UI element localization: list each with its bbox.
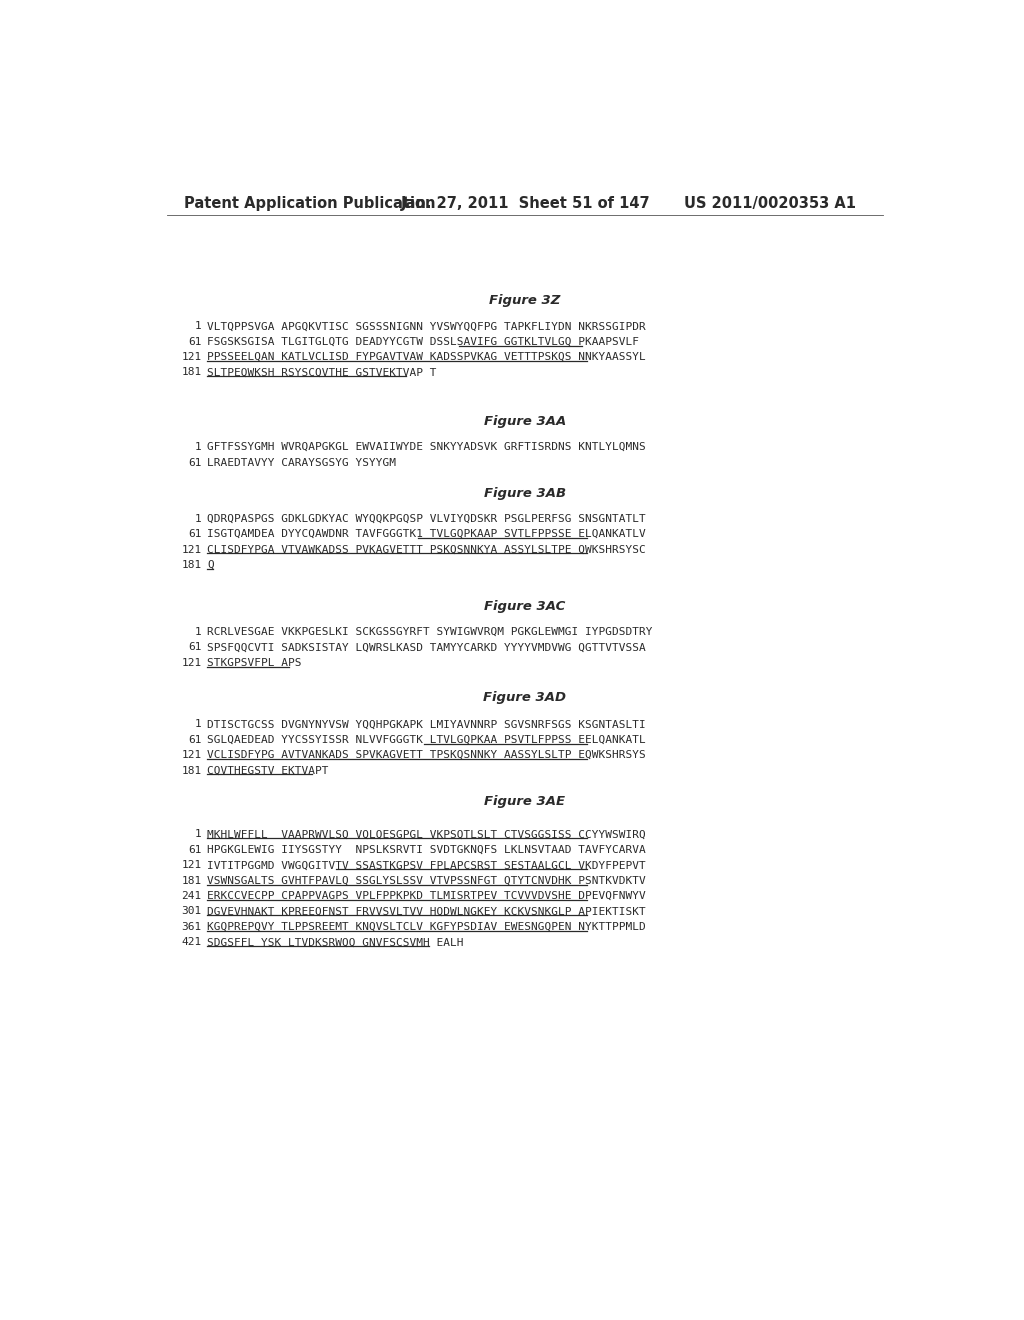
Text: CLISDFYPGA VTVAWKADSS PVKAGVETTT PSKQSNNKYA ASSYLSLTPE QWKSHRSYSC: CLISDFYPGA VTVAWKADSS PVKAGVETTT PSKQSNN… <box>207 545 646 554</box>
Text: 1: 1 <box>195 321 202 331</box>
Text: 181: 181 <box>181 875 202 886</box>
Text: Patent Application Publication: Patent Application Publication <box>183 195 435 211</box>
Text: 121: 121 <box>181 657 202 668</box>
Text: 1: 1 <box>195 829 202 840</box>
Text: 61: 61 <box>188 337 202 347</box>
Text: 181: 181 <box>181 766 202 776</box>
Text: PPSSEELQAN KATLVCLISD FYPGAVTVAW KADSSPVKAG VETTTPSKQS NNKYAASSYL: PPSSEELQAN KATLVCLISD FYPGAVTVAW KADSSPV… <box>207 352 646 362</box>
Text: 1: 1 <box>195 719 202 730</box>
Text: Figure 3AA: Figure 3AA <box>483 416 566 428</box>
Text: Jan. 27, 2011  Sheet 51 of 147: Jan. 27, 2011 Sheet 51 of 147 <box>400 195 650 211</box>
Text: 61: 61 <box>188 458 202 467</box>
Text: 361: 361 <box>181 921 202 932</box>
Text: 1: 1 <box>195 442 202 453</box>
Text: ISGTQAMDEA DYYCQAWDNR TAVFGGGTK1 TVLGQPKAAP SVTLFPPSSE ELQANKATLV: ISGTQAMDEA DYYCQAWDNR TAVFGGGTK1 TVLGQPK… <box>207 529 646 539</box>
Text: 61: 61 <box>188 643 202 652</box>
Text: HPGKGLEWIG IIYSGSTYY  NPSLKSRVTI SVDTGKNQFS LKLNSVTAAD TAVFYCARVA: HPGKGLEWIG IIYSGSTYY NPSLKSRVTI SVDTGKNQ… <box>207 845 646 855</box>
Text: FSGSKSGISA TLGITGLQTG DEADYYCGTW DSSLSAVIFG GGTKLTVLGQ PKAAPSVLF: FSGSKSGISA TLGITGLQTG DEADYYCGTW DSSLSAV… <box>207 337 639 347</box>
Text: ERKCCVECPP CPAPPVAGPS VPLFPPKPKD TLMISRTPEV TCVVVDVSHE DPEVQFNWYV: ERKCCVECPP CPAPPVAGPS VPLFPPKPKD TLMISRT… <box>207 891 646 902</box>
Text: 301: 301 <box>181 907 202 916</box>
Text: 61: 61 <box>188 845 202 855</box>
Text: 421: 421 <box>181 937 202 948</box>
Text: SGLQAEDEAD YYCSSYISSR NLVVFGGGTK LTVLGQPKAA PSVTLFPPSS EELQANKATL: SGLQAEDEAD YYCSSYISSR NLVVFGGGTK LTVLGQP… <box>207 735 646 744</box>
Text: 61: 61 <box>188 529 202 539</box>
Text: LRAEDTAVYY CARAYSGSYG YSYYGM: LRAEDTAVYY CARAYSGSYG YSYYGM <box>207 458 396 467</box>
Text: DTISCTGCSS DVGNYNYVSW YQQHPGKAPK LMIYAVNNRP SGVSNRFSGS KSGNTASLTI: DTISCTGCSS DVGNYNYVSW YQQHPGKAPK LMIYAVN… <box>207 719 646 730</box>
Text: 121: 121 <box>181 861 202 870</box>
Text: Figure 3AB: Figure 3AB <box>483 487 566 500</box>
Text: KGQPREPQVY TLPPSREEMT KNQVSLTCLV KGFYPSDIAV EWESNGQPEN NYKTTPPMLD: KGQPREPQVY TLPPSREEMT KNQVSLTCLV KGFYPSD… <box>207 921 646 932</box>
Text: SDGSFFL YSK LTVDKSRWQQ GNVFSCSVMH EALH: SDGSFFL YSK LTVDKSRWQQ GNVFSCSVMH EALH <box>207 937 464 948</box>
Text: VLTQPPSVGA APGQKVTISC SGSSSNIGNN YVSWYQQFPG TAPKFLIYDN NKRSSGIPDR: VLTQPPSVGA APGQKVTISC SGSSSNIGNN YVSWYQQ… <box>207 321 646 331</box>
Text: 1: 1 <box>195 513 202 524</box>
Text: STKGPSVFPL APS: STKGPSVFPL APS <box>207 657 301 668</box>
Text: 121: 121 <box>181 750 202 760</box>
Text: VSWNSGALTS GVHTFPAVLQ SSGLYSLSSV VTVPSSNFGT QTYTCNVDHK PSNTKVDKTV: VSWNSGALTS GVHTFPAVLQ SSGLYSLSSV VTVPSSN… <box>207 875 646 886</box>
Text: VCLISDFYPG AVTVANKADS SPVKAGVETT TPSKQSNNKY AASSYLSLTP EQWKSHRSYS: VCLISDFYPG AVTVANKADS SPVKAGVETT TPSKQSN… <box>207 750 646 760</box>
Text: Figure 3AE: Figure 3AE <box>484 795 565 808</box>
Text: RCRLVESGAE VKKPGESLKI SCKGSSGYRFT SYWIGWVRQM PGKGLEWMGI IYPGDSDTRY: RCRLVESGAE VKKPGESLKI SCKGSSGYRFT SYWIGW… <box>207 627 652 638</box>
Text: MKHLWFFLL  VAAPRWVLSQ VQLQESGPGL VKPSQTLSLT CTVSGGSISS CCYYWSWIRQ: MKHLWFFLL VAAPRWVLSQ VQLQESGPGL VKPSQTLS… <box>207 829 646 840</box>
Text: US 2011/0020353 A1: US 2011/0020353 A1 <box>684 195 856 211</box>
Text: SLTPEQWKSH RSYSCQVTHE GSTVEKTVAP T: SLTPEQWKSH RSYSCQVTHE GSTVEKTVAP T <box>207 367 436 378</box>
Text: DGVEVHNAKT KPREEQFNST FRVVSVLTVV HQDWLNGKEY KCKVSNKGLP APIEKTISKT: DGVEVHNAKT KPREEQFNST FRVVSVLTVV HQDWLNG… <box>207 907 646 916</box>
Text: 1: 1 <box>195 627 202 638</box>
Text: Q: Q <box>207 560 214 570</box>
Text: CQVTHEGSTV EKTVAPT: CQVTHEGSTV EKTVAPT <box>207 766 329 776</box>
Text: GFTFSSYGMH WVRQAPGKGL EWVAIIWYDE SNKYYADSVK GRFTISRDNS KNTLYLQMNS: GFTFSSYGMH WVRQAPGKGL EWVAIIWYDE SNKYYAD… <box>207 442 646 453</box>
Text: Figure 3AD: Figure 3AD <box>483 690 566 704</box>
Text: 121: 121 <box>181 352 202 362</box>
Text: QDRQPASPGS GDKLGDKYAC WYQQKPGQSP VLVIYQDSKR PSGLPERFSG SNSGNTATLT: QDRQPASPGS GDKLGDKYAC WYQQKPGQSP VLVIYQD… <box>207 513 646 524</box>
Text: 181: 181 <box>181 367 202 378</box>
Text: 241: 241 <box>181 891 202 902</box>
Text: IVTITPGGMD VWGQGITVTV SSASTKGPSV FPLAPCSRST SESTAALGCL VKDYFPEPVT: IVTITPGGMD VWGQGITVTV SSASTKGPSV FPLAPCS… <box>207 861 646 870</box>
Text: SPSFQQCVTI SADKSISTAY LQWRSLKASD TAMYYCARKD YYYYVMDVWG QGTTVTVSSA: SPSFQQCVTI SADKSISTAY LQWRSLKASD TAMYYCA… <box>207 643 646 652</box>
Text: 61: 61 <box>188 735 202 744</box>
Text: Figure 3AC: Figure 3AC <box>484 601 565 612</box>
Text: 121: 121 <box>181 545 202 554</box>
Text: Figure 3Z: Figure 3Z <box>489 294 560 308</box>
Text: 181: 181 <box>181 560 202 570</box>
